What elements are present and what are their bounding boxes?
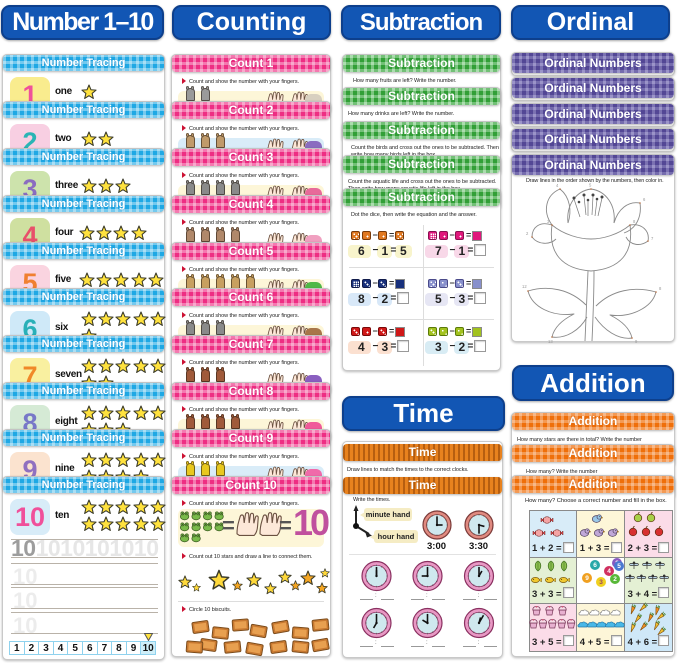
svg-text:9: 9 — [635, 339, 638, 343]
svg-text:6: 6 — [643, 197, 646, 202]
svg-text:4: 4 — [607, 568, 611, 575]
svg-text:2: 2 — [526, 231, 529, 236]
svg-text:2: 2 — [613, 576, 617, 583]
svg-text:6: 6 — [593, 562, 597, 569]
svg-text:7: 7 — [651, 236, 654, 241]
svg-text:3: 3 — [599, 579, 603, 586]
svg-text:5: 5 — [617, 563, 621, 570]
svg-text:8: 8 — [659, 286, 662, 291]
svg-text:12: 12 — [522, 284, 527, 289]
svg-text:3: 3 — [547, 219, 550, 224]
svg-text:9: 9 — [585, 575, 589, 582]
svg-text:5: 5 — [589, 183, 592, 188]
svg-text:4: 4 — [556, 183, 559, 188]
svg-text:13: 13 — [548, 339, 553, 343]
svg-text:8: 8 — [633, 219, 636, 224]
